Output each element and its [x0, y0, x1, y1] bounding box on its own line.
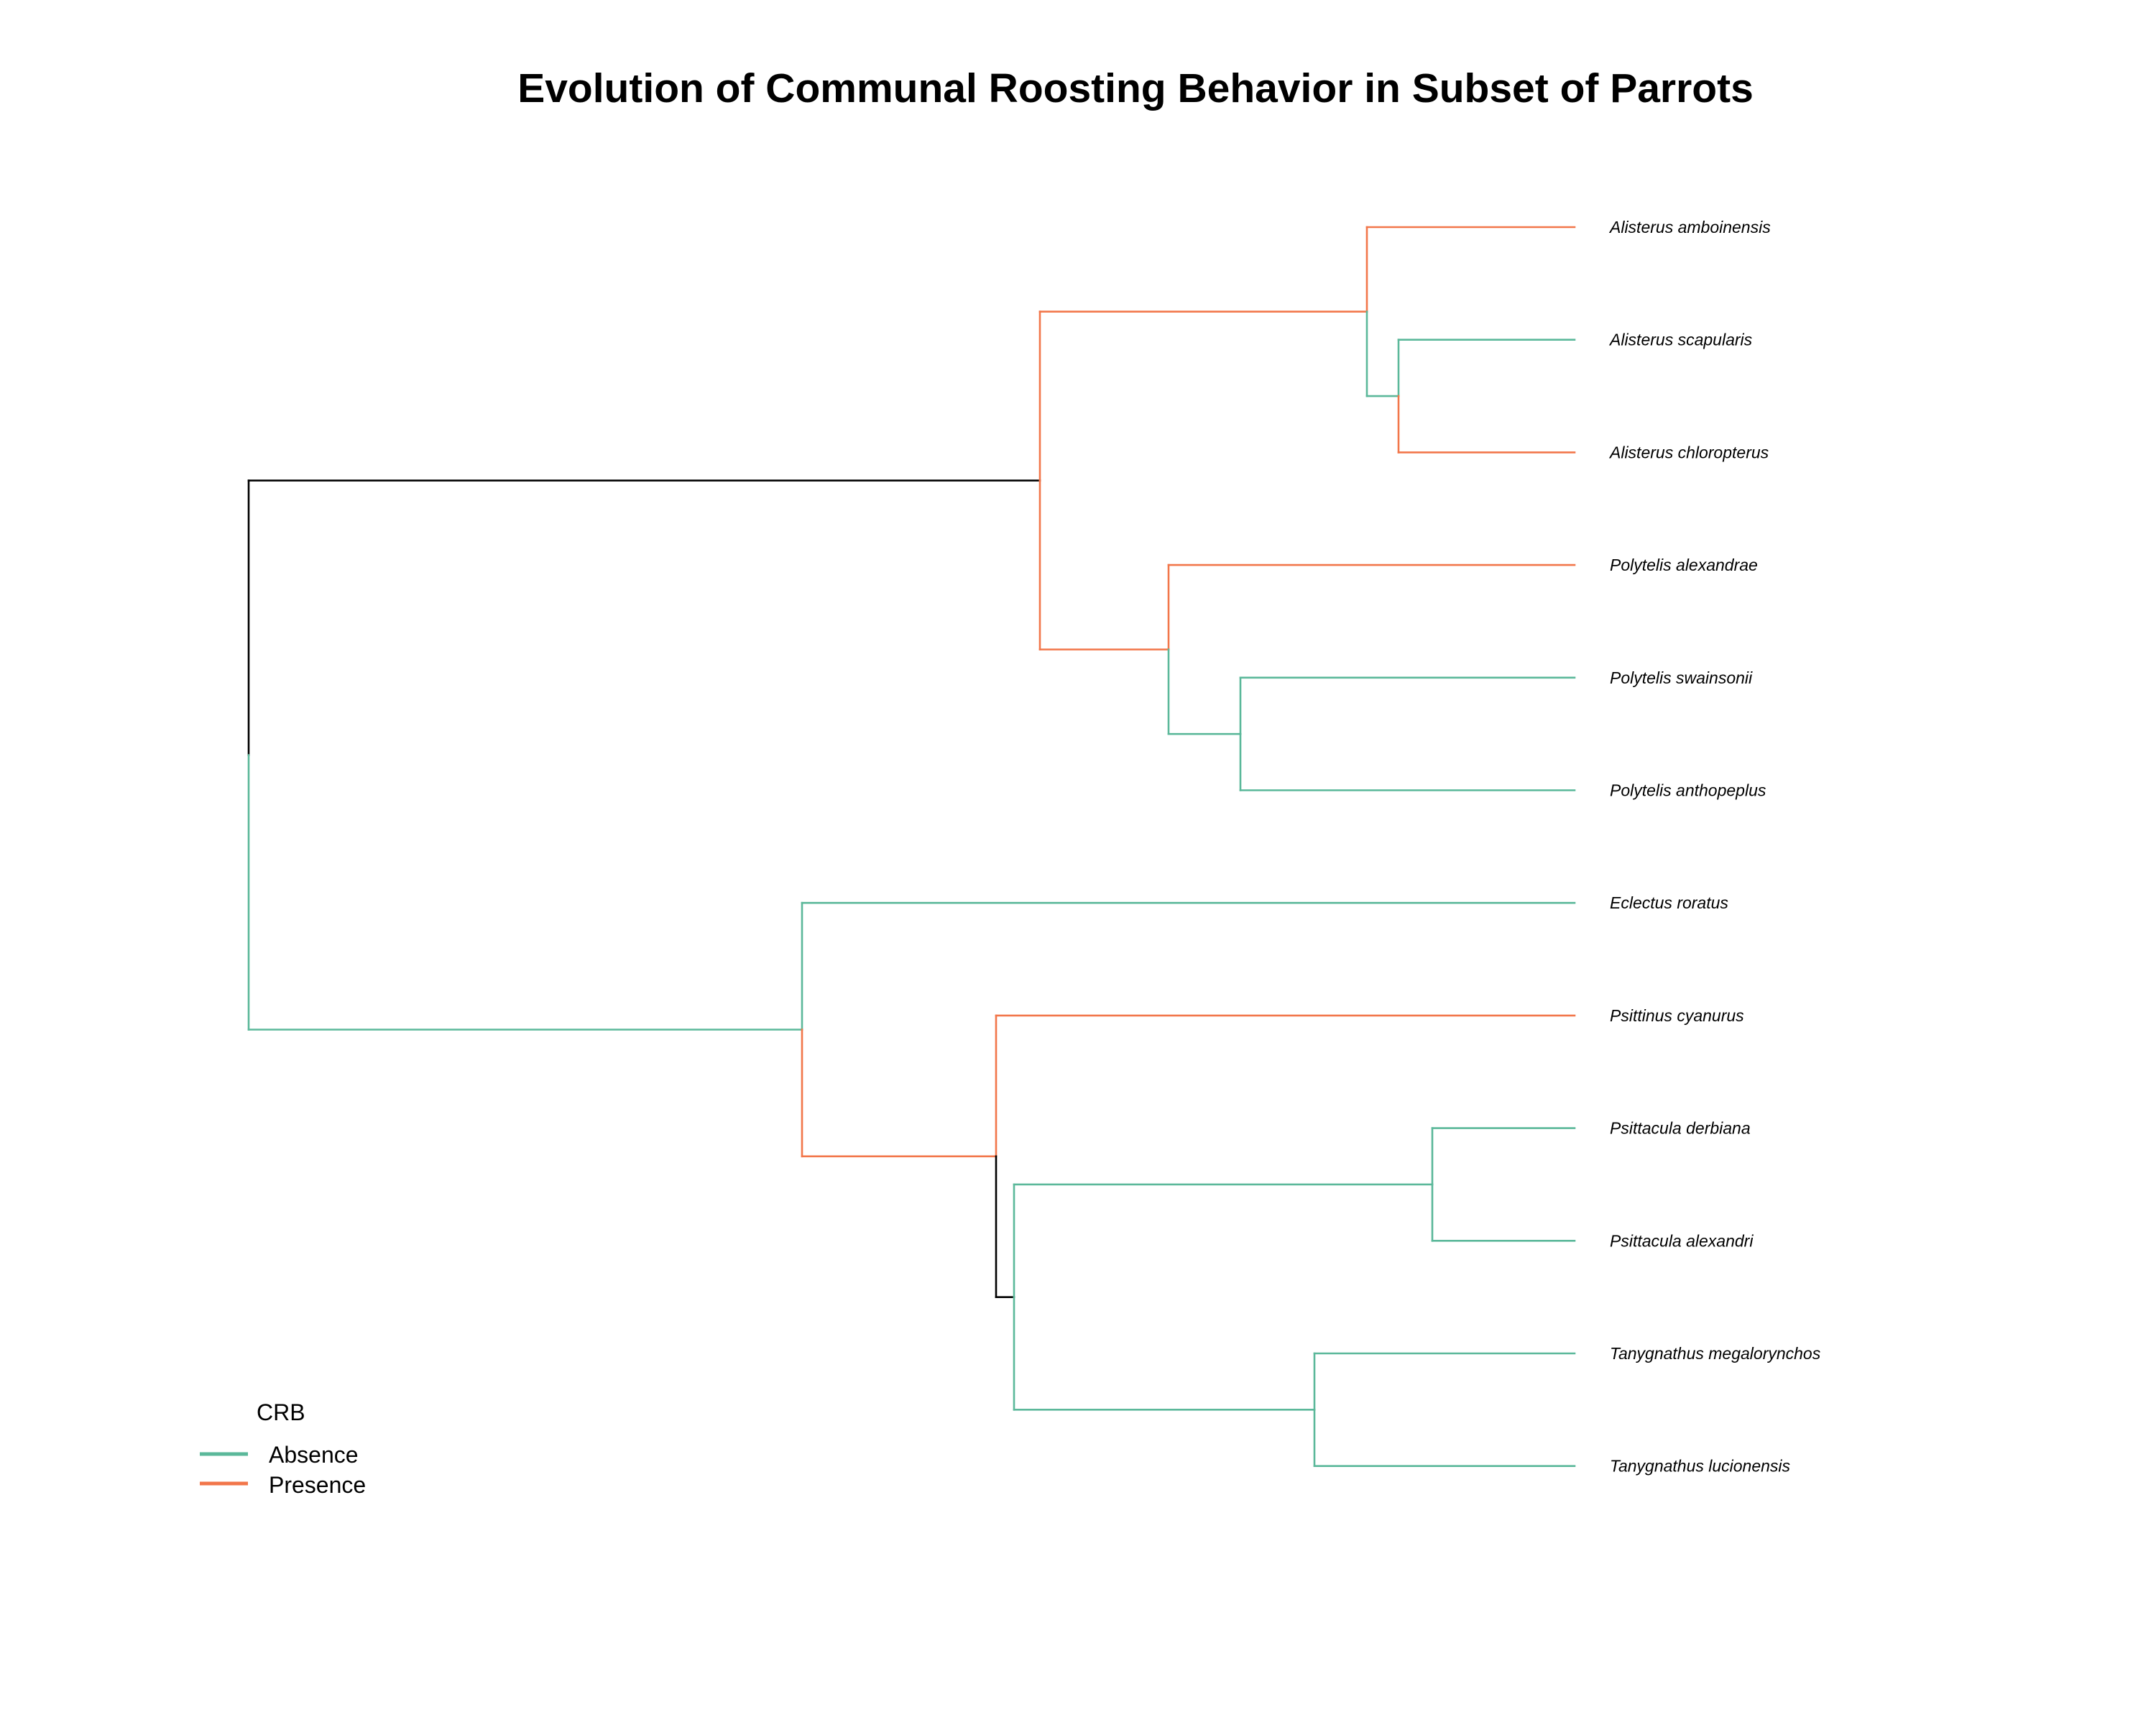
figure-title: Evolution of Communal Roosting Behavior …: [517, 65, 1754, 111]
legend-label-absence: Absence: [269, 1442, 359, 1468]
tip-label-t5: Polytelis swainsonii: [1610, 668, 1753, 687]
legend: CRB Absence Presence: [200, 1399, 366, 1498]
tip-labels: Alisterus amboinensis Alisterus scapulari…: [1608, 218, 1821, 1476]
tip-label-t7: Eclectus roratus: [1610, 893, 1728, 912]
tip-label-t11: Tanygnathus megalorynchos: [1610, 1344, 1821, 1363]
tip-label-t2: Alisterus scapularis: [1608, 331, 1753, 349]
tip-label-t12: Tanygnathus lucionensis: [1610, 1457, 1791, 1476]
legend-label-presence: Presence: [269, 1472, 366, 1498]
tip-label-t4: Polytelis alexandrae: [1610, 556, 1758, 574]
tip-label-t3: Alisterus chloropterus: [1608, 443, 1769, 461]
legend-title: CRB: [257, 1399, 305, 1425]
tip-label-t1: Alisterus amboinensis: [1608, 218, 1771, 236]
tip-label-t10: Psittacula alexandri: [1610, 1231, 1754, 1250]
tip-label-t9: Psittacula derbiana: [1610, 1119, 1751, 1138]
tip-label-t6: Polytelis anthopeplus: [1610, 781, 1766, 800]
tree-branches: [247, 226, 1576, 1467]
tip-label-t8: Psittinus cyanurus: [1610, 1006, 1744, 1025]
